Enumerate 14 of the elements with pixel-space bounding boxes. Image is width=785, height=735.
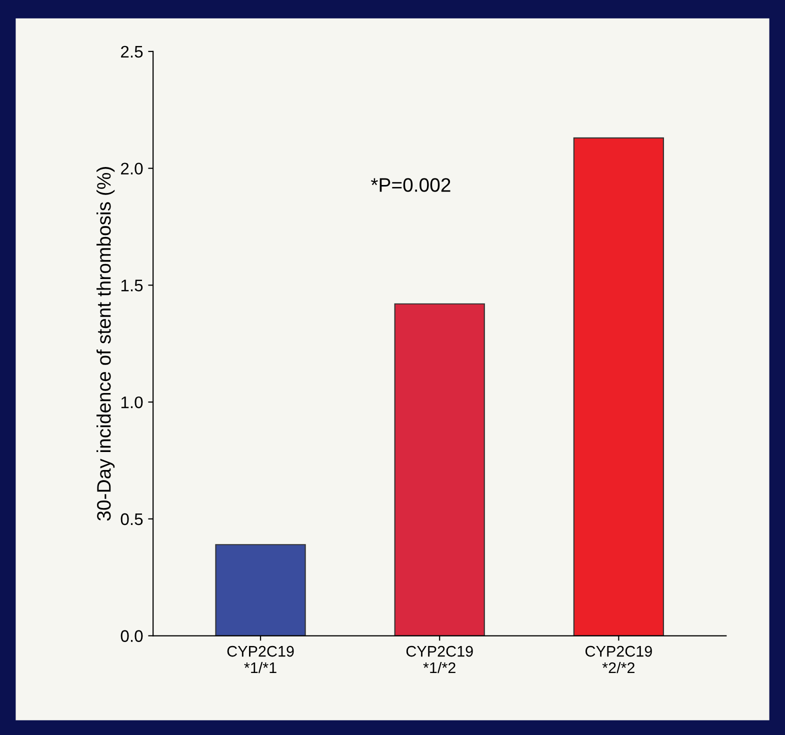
- bar: [215, 544, 306, 636]
- bar: [573, 137, 664, 636]
- y-tick-label: 1.5: [121, 280, 143, 292]
- text: 1.0: [121, 396, 143, 408]
- y-axis-title: 30-Day incidence of stent thrombosis (%): [96, 167, 115, 521]
- bar: [394, 303, 485, 636]
- text: 2.0: [121, 162, 143, 175]
- text: 0.0: [120, 630, 143, 642]
- x-tick-label: CYP2C19 *1/*1: [227, 646, 294, 674]
- annotation: *P=0.002: [370, 178, 450, 192]
- y-tick-label: 0.5: [120, 513, 143, 526]
- x-tick-label: CYP2C19 *1/*2: [406, 646, 473, 674]
- y-tick-label: 2.5: [121, 46, 143, 58]
- x-tick-label: CYP2C19 *2/*2: [585, 646, 652, 674]
